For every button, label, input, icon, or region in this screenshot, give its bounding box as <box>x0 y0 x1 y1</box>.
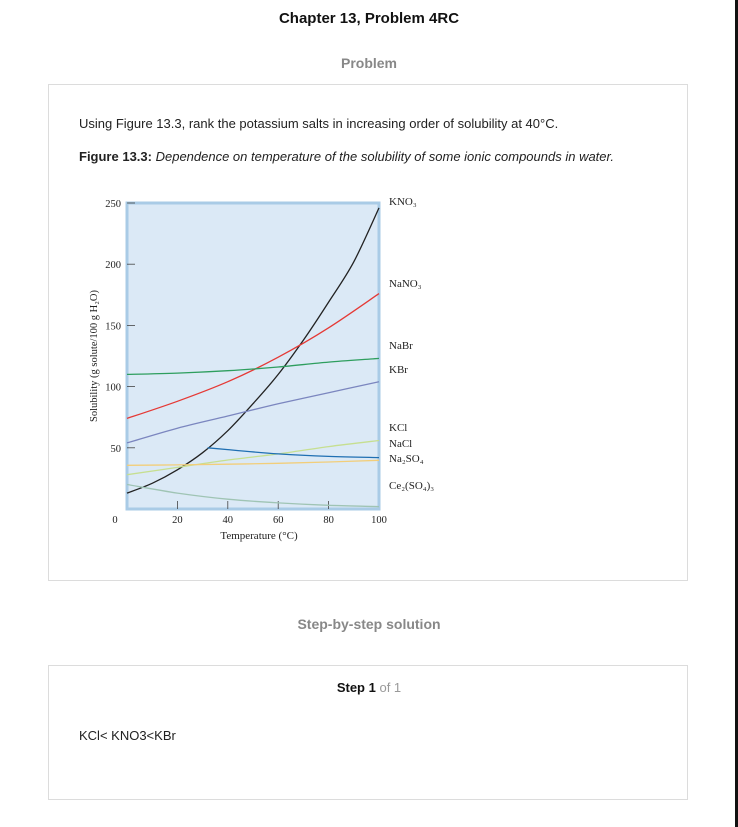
problem-box: Using Figure 13.3, rank the potassium sa… <box>48 84 688 581</box>
series-line <box>126 381 380 444</box>
x-axis-label: Temperature (°C) <box>220 530 298 542</box>
x-tick-label: 80 <box>323 515 334 526</box>
series-line <box>126 293 380 420</box>
series-line <box>126 483 380 508</box>
series-label: Na₂SO₄ <box>389 453 424 465</box>
series-label: NaCl <box>389 438 412 450</box>
series-line <box>207 447 380 459</box>
answer-text: KCl< KNO3<KBr <box>79 728 176 743</box>
x-tick-labels: 0 20 40 60 80 100 <box>112 515 387 526</box>
chapter-title: Chapter 13, Problem 4RC <box>278 10 460 27</box>
x-tick-label: 20 <box>172 515 183 526</box>
solubility-chart: 50 100 150 200 250 0 20 40 60 80 100 KNO₃ NaNO₃ NaB… <box>89 196 434 542</box>
plot-area <box>125 201 381 511</box>
series-line <box>126 357 380 376</box>
series-labels: KNO₃ NaNO₃ NaBr KBr KCl NaCl Na₂SO₄ Ce₂(SO₄)₃ <box>389 196 434 492</box>
step-box: Step 1 of 1 KCl< KNO3<KBr <box>48 665 688 800</box>
step-number: Step 1 <box>336 680 376 695</box>
x-tick-label: 60 <box>273 515 284 526</box>
series-label: KNO₃ <box>389 196 417 208</box>
series-label: KCl <box>389 422 407 434</box>
step-total: of 1 <box>379 680 402 695</box>
x-tick-label: 40 <box>223 515 234 526</box>
y-tick-labels: 50 100 150 200 250 <box>105 199 121 455</box>
y-tick-label: 200 <box>105 260 121 271</box>
y-axis-label: Solubility (g solute/100 g H₂O) <box>89 290 100 422</box>
question-text: Using Figure 13.3, rank the potassium sa… <box>79 116 559 131</box>
series-line <box>126 459 380 466</box>
step-label: Step 1 of 1 <box>49 680 689 695</box>
series-line <box>126 207 380 494</box>
figure-caption-text: Dependence on temperature of the solubil… <box>155 149 614 164</box>
figure-caption: Figure 13.3: Dependence on temperature o… <box>79 147 649 167</box>
problem-heading: Problem <box>340 55 397 71</box>
x-tick-label: 100 <box>371 515 387 526</box>
series-label: NaBr <box>389 340 413 352</box>
series-label: Ce₂(SO₄)₃ <box>389 480 434 492</box>
series-line <box>126 439 380 476</box>
series-label: NaNO₃ <box>389 278 422 290</box>
x-tick-label: 0 <box>112 515 117 526</box>
scrollbar-edge <box>735 0 738 827</box>
solution-heading: Step-by-step solution <box>297 616 441 632</box>
y-tick-label: 250 <box>105 199 121 210</box>
y-tick-label: 100 <box>105 383 121 394</box>
y-tick-label: 150 <box>105 321 121 332</box>
y-tick-label: 50 <box>111 444 122 455</box>
series-label: KBr <box>389 364 408 376</box>
series-lines <box>126 207 380 508</box>
figure-label: Figure 13.3: <box>79 149 152 164</box>
